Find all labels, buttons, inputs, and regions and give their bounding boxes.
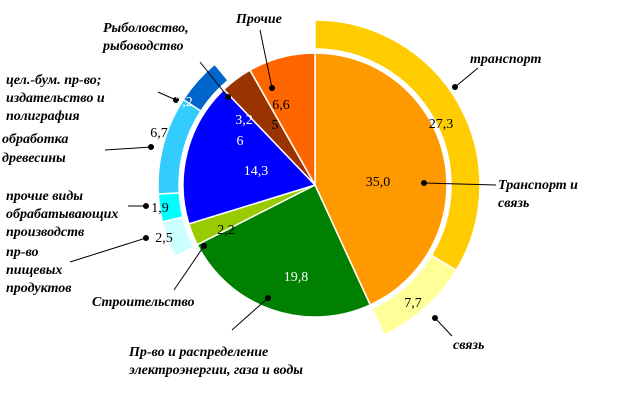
leader-other [259, 29, 273, 89]
leader-communication-dot [432, 315, 438, 321]
value-label-transport: 27,3 [429, 117, 454, 132]
leader-food-dot [143, 235, 149, 241]
category-label-transport-communication-1: Транспорт и [498, 178, 578, 193]
leader-electricity-dot [265, 295, 271, 301]
leader-food [69, 237, 147, 263]
pie-slices [182, 52, 448, 318]
category-label-other-manufacturing-1: прочие виды [6, 189, 83, 204]
leader-wood-dot [148, 144, 154, 150]
leader-construction [173, 245, 205, 291]
value-label-other-manufacturing: 1,9 [151, 201, 169, 216]
ring-segment-communication [370, 254, 458, 336]
category-label-food-1: пр-во [6, 245, 39, 260]
value-label-paper: 3,2 [175, 95, 193, 110]
category-label-fishing-1: Рыболовство, [103, 21, 189, 36]
leader-transport-dot [452, 84, 458, 90]
leader-fishing [199, 61, 229, 98]
value-label-construction: 2,2 [217, 223, 235, 238]
category-label-transport-communication-2: связь [498, 196, 529, 211]
leader-fishing-dot [225, 94, 231, 100]
category-label-other-manufacturing-3: производств [6, 225, 85, 240]
category-label-electricity-2: электроэнергии, газа и воды [128, 363, 303, 378]
category-label-other-manufacturing-2: обрабатывающих [6, 207, 118, 222]
leader-transport-communication-dot [421, 180, 427, 186]
outer-ring-segments [157, 19, 481, 336]
leader-construction-dot [201, 243, 207, 249]
ring-segment-manufacturing-3 [182, 63, 230, 113]
leader-lines [69, 29, 497, 337]
pie-slice-3 [182, 88, 317, 225]
leader-other-manufacturing-dot [143, 203, 149, 209]
leader-transport [454, 67, 479, 88]
category-label-wood-2: древесины [2, 151, 66, 166]
value-label-communication: 7,7 [404, 296, 422, 311]
category-label-electricity-1: Пр-во и распределение [128, 345, 268, 360]
leader-wood [104, 146, 152, 151]
leader-other-dot [269, 85, 275, 91]
pie-slice-1 [196, 183, 372, 318]
value-label-electricity: 19,8 [284, 270, 309, 285]
value-label-wood: 6,7 [150, 126, 168, 141]
value-label-other: 6,6 [272, 98, 290, 113]
value-label-food: 2,5 [155, 231, 173, 246]
leader-transport-communication [423, 182, 497, 186]
leader-paper [157, 91, 177, 101]
category-label-fishing-2: рыбоводство [102, 39, 184, 54]
category-label-paper-1: цел.-бум. пр-во; [6, 73, 101, 88]
category-label-communication: связь [453, 338, 484, 353]
value-label-fishing: 3,2 [235, 113, 253, 128]
category-label-other: Прочие [235, 12, 282, 27]
category-label-paper-3: полиграфия [6, 109, 80, 124]
leader-paper-dot [173, 97, 179, 103]
value-label-transport-communication: 35,0 [366, 175, 391, 190]
category-label-food-3: продуктов [6, 281, 72, 296]
category-label-food-2: пищевых [6, 263, 62, 278]
leader-communication [434, 317, 453, 337]
leader-electricity [231, 297, 269, 331]
category-label-transport: транспорт [470, 52, 541, 67]
category-label-paper-2: издательство и [6, 91, 105, 106]
value-label-fishing-extra: 6 [237, 134, 244, 149]
value-label-blue-slice: 14,3 [244, 164, 269, 179]
category-label-construction: Строительство [92, 295, 195, 310]
value-label-other-line2: 5 [272, 118, 279, 133]
pie-slice-5 [248, 52, 316, 188]
category-label-wood-1: обработка [2, 132, 68, 147]
pie-slice-0 [314, 52, 448, 306]
